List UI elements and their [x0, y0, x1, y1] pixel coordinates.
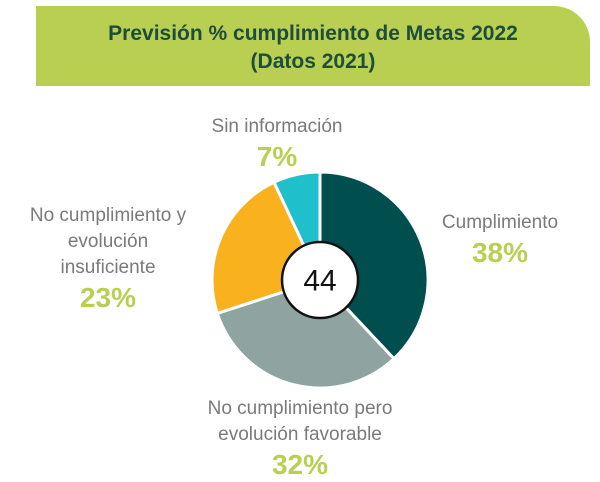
pie-slice: [318, 170, 430, 361]
chart-title: Previsión % cumplimiento de Metas 2022: [108, 22, 518, 45]
category-label: Cumplimiento: [441, 212, 559, 233]
slice-label: Sin información 7%: [177, 114, 377, 174]
value-label: 23%: [79, 282, 137, 313]
slice-label: No cumplimiento y evolución insuficiente…: [21, 203, 196, 315]
category-label: No cumplimiento y evolución insuficiente: [29, 205, 187, 278]
value-label: 7%: [256, 141, 298, 172]
slices: [210, 170, 430, 390]
category-label: No cumplimiento pero evolución favorable: [207, 398, 393, 445]
chart-subtitle: (Datos 2021): [250, 50, 376, 73]
title-block: Previsión % cumplimiento de Metas 2022 (…: [36, 20, 590, 76]
center-label: 44: [303, 265, 336, 298]
category-label: Sin información: [211, 116, 343, 137]
title-banner: [36, 6, 590, 86]
value-label: 38%: [471, 237, 529, 268]
pie-slice: [215, 278, 397, 390]
center-circle: [280, 240, 360, 320]
slice-label: No cumplimiento pero evolución favorable…: [185, 396, 415, 482]
slice-label: Cumplimiento 38%: [415, 210, 585, 270]
value-label: 32%: [271, 449, 329, 480]
